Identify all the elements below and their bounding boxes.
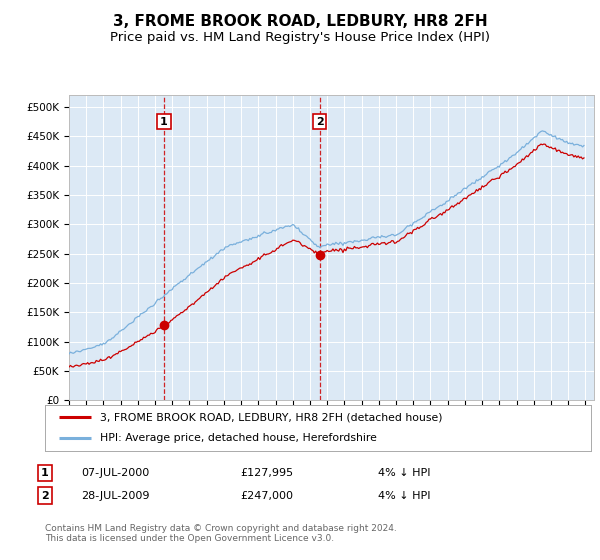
Text: 3, FROME BROOK ROAD, LEDBURY, HR8 2FH: 3, FROME BROOK ROAD, LEDBURY, HR8 2FH — [113, 14, 487, 29]
Text: 1: 1 — [41, 468, 49, 478]
Text: 07-JUL-2000: 07-JUL-2000 — [81, 468, 149, 478]
Text: 1: 1 — [160, 116, 168, 127]
Text: £127,995: £127,995 — [240, 468, 293, 478]
Text: 2: 2 — [316, 116, 323, 127]
Text: Price paid vs. HM Land Registry's House Price Index (HPI): Price paid vs. HM Land Registry's House … — [110, 31, 490, 44]
Text: 2: 2 — [41, 491, 49, 501]
Text: Contains HM Land Registry data © Crown copyright and database right 2024.
This d: Contains HM Land Registry data © Crown c… — [45, 524, 397, 543]
Text: 4% ↓ HPI: 4% ↓ HPI — [378, 468, 431, 478]
Text: 4% ↓ HPI: 4% ↓ HPI — [378, 491, 431, 501]
Text: £247,000: £247,000 — [240, 491, 293, 501]
Text: HPI: Average price, detached house, Herefordshire: HPI: Average price, detached house, Here… — [100, 433, 376, 444]
Text: 3, FROME BROOK ROAD, LEDBURY, HR8 2FH (detached house): 3, FROME BROOK ROAD, LEDBURY, HR8 2FH (d… — [100, 412, 442, 422]
Text: 28-JUL-2009: 28-JUL-2009 — [81, 491, 149, 501]
